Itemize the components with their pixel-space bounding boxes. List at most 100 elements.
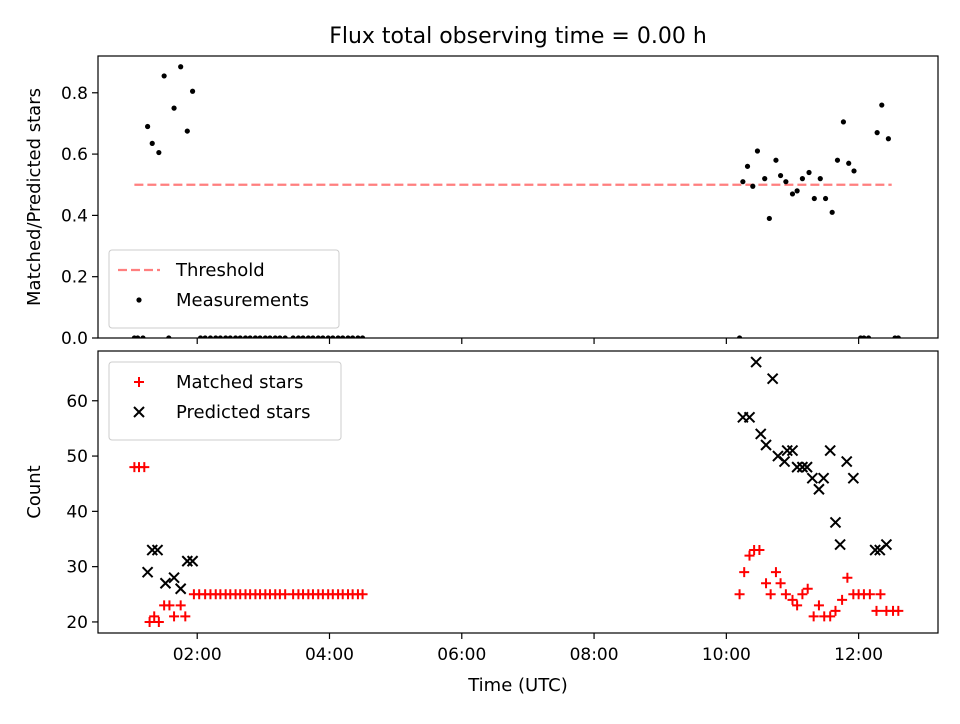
- data-point: [164, 600, 175, 611]
- data-point: [799, 176, 806, 182]
- data-point: [813, 483, 825, 495]
- legend: Matched stars Predicted stars: [108, 361, 342, 441]
- data-point: [765, 589, 776, 600]
- data-point: [808, 611, 819, 622]
- series-measurements: [131, 64, 901, 338]
- data-point: [787, 594, 798, 605]
- data-point: [869, 544, 881, 556]
- data-point: [874, 130, 880, 136]
- data-point: [295, 335, 302, 338]
- data-point: [895, 335, 901, 338]
- data-point: [885, 136, 891, 142]
- data-point: [778, 455, 791, 468]
- legend-marker: [133, 406, 145, 418]
- data-point: [754, 545, 765, 556]
- x-tick-label: 08:00: [570, 645, 619, 665]
- data-point: [806, 472, 819, 484]
- data-point: [755, 428, 767, 440]
- x-tick-label: 06:00: [437, 645, 486, 665]
- data-point: [161, 73, 167, 79]
- count-panel: 20 30 40 50 60 02:00 04:00 06:00 08:00 10:00 12:00…: [24, 350, 939, 665]
- data-point: [178, 64, 184, 70]
- legend-label: Threshold: [175, 260, 265, 281]
- data-point: [175, 600, 186, 611]
- y-tick-label: 0.2: [61, 268, 88, 288]
- data-point: [144, 616, 155, 627]
- data-point: [783, 179, 789, 185]
- data-point: [777, 172, 784, 179]
- data-point: [153, 616, 164, 627]
- data-point: [262, 335, 268, 338]
- data-point: [335, 335, 341, 338]
- data-point: [762, 176, 768, 182]
- legend-box: [108, 361, 342, 441]
- x-axis-label: Time (UTC): [467, 675, 568, 696]
- data-point: [861, 335, 867, 338]
- data-point: [851, 168, 857, 174]
- data-point: [169, 611, 180, 622]
- data-point: [773, 157, 779, 163]
- data-point: [766, 215, 772, 222]
- data-point: [740, 179, 746, 185]
- data-point: [811, 195, 817, 202]
- legend-box: [108, 249, 340, 329]
- data-point: [340, 335, 346, 338]
- data-point: [242, 335, 249, 338]
- data-point: [139, 462, 150, 473]
- legend: Threshold Measurements: [108, 249, 340, 329]
- data-point: [739, 567, 750, 578]
- plot-frame: [97, 55, 939, 339]
- data-point: [232, 335, 239, 338]
- data-point: [766, 372, 779, 385]
- y-tick-label: 0.8: [61, 84, 88, 104]
- y-tick-label: 0.6: [61, 145, 88, 165]
- data-point: [880, 538, 893, 551]
- data-point: [290, 335, 296, 338]
- data-point: [761, 578, 772, 589]
- data-point: [277, 335, 283, 338]
- data-point: [842, 572, 853, 583]
- data-point: [305, 335, 311, 338]
- y-tick-label: 40: [66, 502, 88, 522]
- data-point: [829, 516, 842, 529]
- data-point: [792, 600, 803, 611]
- data-point: [817, 176, 823, 182]
- data-point: [310, 335, 316, 338]
- data-point: [171, 105, 177, 111]
- data-point: [879, 102, 885, 108]
- data-point: [151, 544, 164, 556]
- data-point: [837, 594, 848, 605]
- chart-title: Flux total observing time = 0.00 h: [329, 24, 707, 49]
- data-point: [794, 188, 800, 194]
- y-tick-label: 30: [66, 558, 88, 578]
- data-point: [750, 356, 762, 368]
- data-point: [180, 611, 191, 622]
- data-point: [267, 335, 273, 338]
- y-axis-label: Count: [24, 465, 45, 518]
- data-point: [760, 439, 772, 451]
- data-point: [166, 335, 172, 338]
- data-point: [893, 605, 904, 616]
- data-point: [355, 335, 361, 338]
- data-point: [186, 555, 199, 567]
- data-point: [806, 169, 812, 176]
- data-point: [300, 335, 306, 338]
- data-point: [801, 461, 813, 473]
- data-point: [135, 335, 141, 338]
- data-point: [786, 444, 799, 457]
- legend-label: Matched stars: [176, 372, 303, 393]
- data-point: [743, 411, 756, 424]
- data-point: [184, 128, 190, 134]
- data-point: [744, 163, 751, 169]
- series-matched-stars: [129, 462, 904, 627]
- y-tick-label: 50: [66, 447, 88, 467]
- x-tick-label: 04:00: [305, 645, 354, 665]
- data-point: [750, 183, 756, 189]
- plot-frame: [97, 350, 939, 634]
- data-point: [140, 335, 146, 338]
- data-point: [350, 335, 356, 338]
- series-predicted-stars: [141, 356, 893, 595]
- data-point: [320, 335, 326, 338]
- data-point: [865, 335, 872, 338]
